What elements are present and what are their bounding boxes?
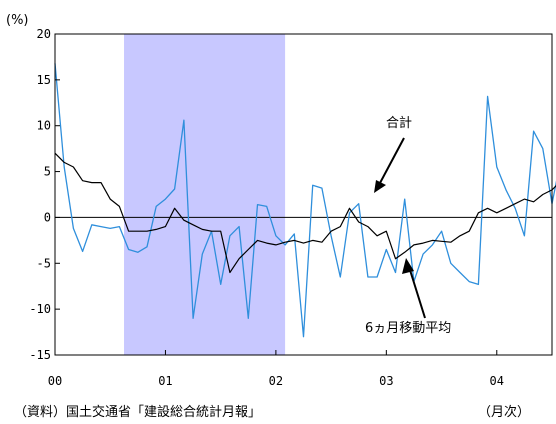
annotation-moving-average-label: 6ヵ月移動平均 xyxy=(365,321,451,336)
y-tick-label: -10 xyxy=(29,302,51,316)
source-label: （資料）国土交通省「建設総合統計月報」 xyxy=(14,404,261,420)
unit-label: (%) xyxy=(6,13,29,28)
series-line-moving-average xyxy=(54,152,556,274)
y-tick-label: 10 xyxy=(37,119,51,133)
y-tick-label: 0 xyxy=(44,210,51,224)
annotation-total-arrow xyxy=(379,137,405,184)
x-tick-label: 03 xyxy=(379,374,393,388)
x-tick-label: 01 xyxy=(158,374,172,388)
x-axis-label: （月次） xyxy=(478,404,530,420)
shaded-period xyxy=(124,34,286,355)
y-tick-label: -5 xyxy=(37,256,51,270)
series-line-total xyxy=(54,63,556,338)
annotation-total-arrowhead xyxy=(374,180,386,193)
annotation-total-label: 合計 xyxy=(386,115,412,131)
y-tick-label: 5 xyxy=(44,165,51,179)
x-tick-label: 00 xyxy=(48,374,62,388)
x-tick-label: 02 xyxy=(269,374,283,388)
y-tick-label: -15 xyxy=(29,348,51,362)
x-tick-label: 04 xyxy=(490,374,504,388)
annotation-moving-average-arrowhead xyxy=(402,258,414,274)
plot-frame xyxy=(54,33,553,356)
annotation-moving-average-arrow xyxy=(409,269,426,319)
y-tick-label: 15 xyxy=(37,73,51,87)
y-tick-label: 20 xyxy=(37,27,51,41)
